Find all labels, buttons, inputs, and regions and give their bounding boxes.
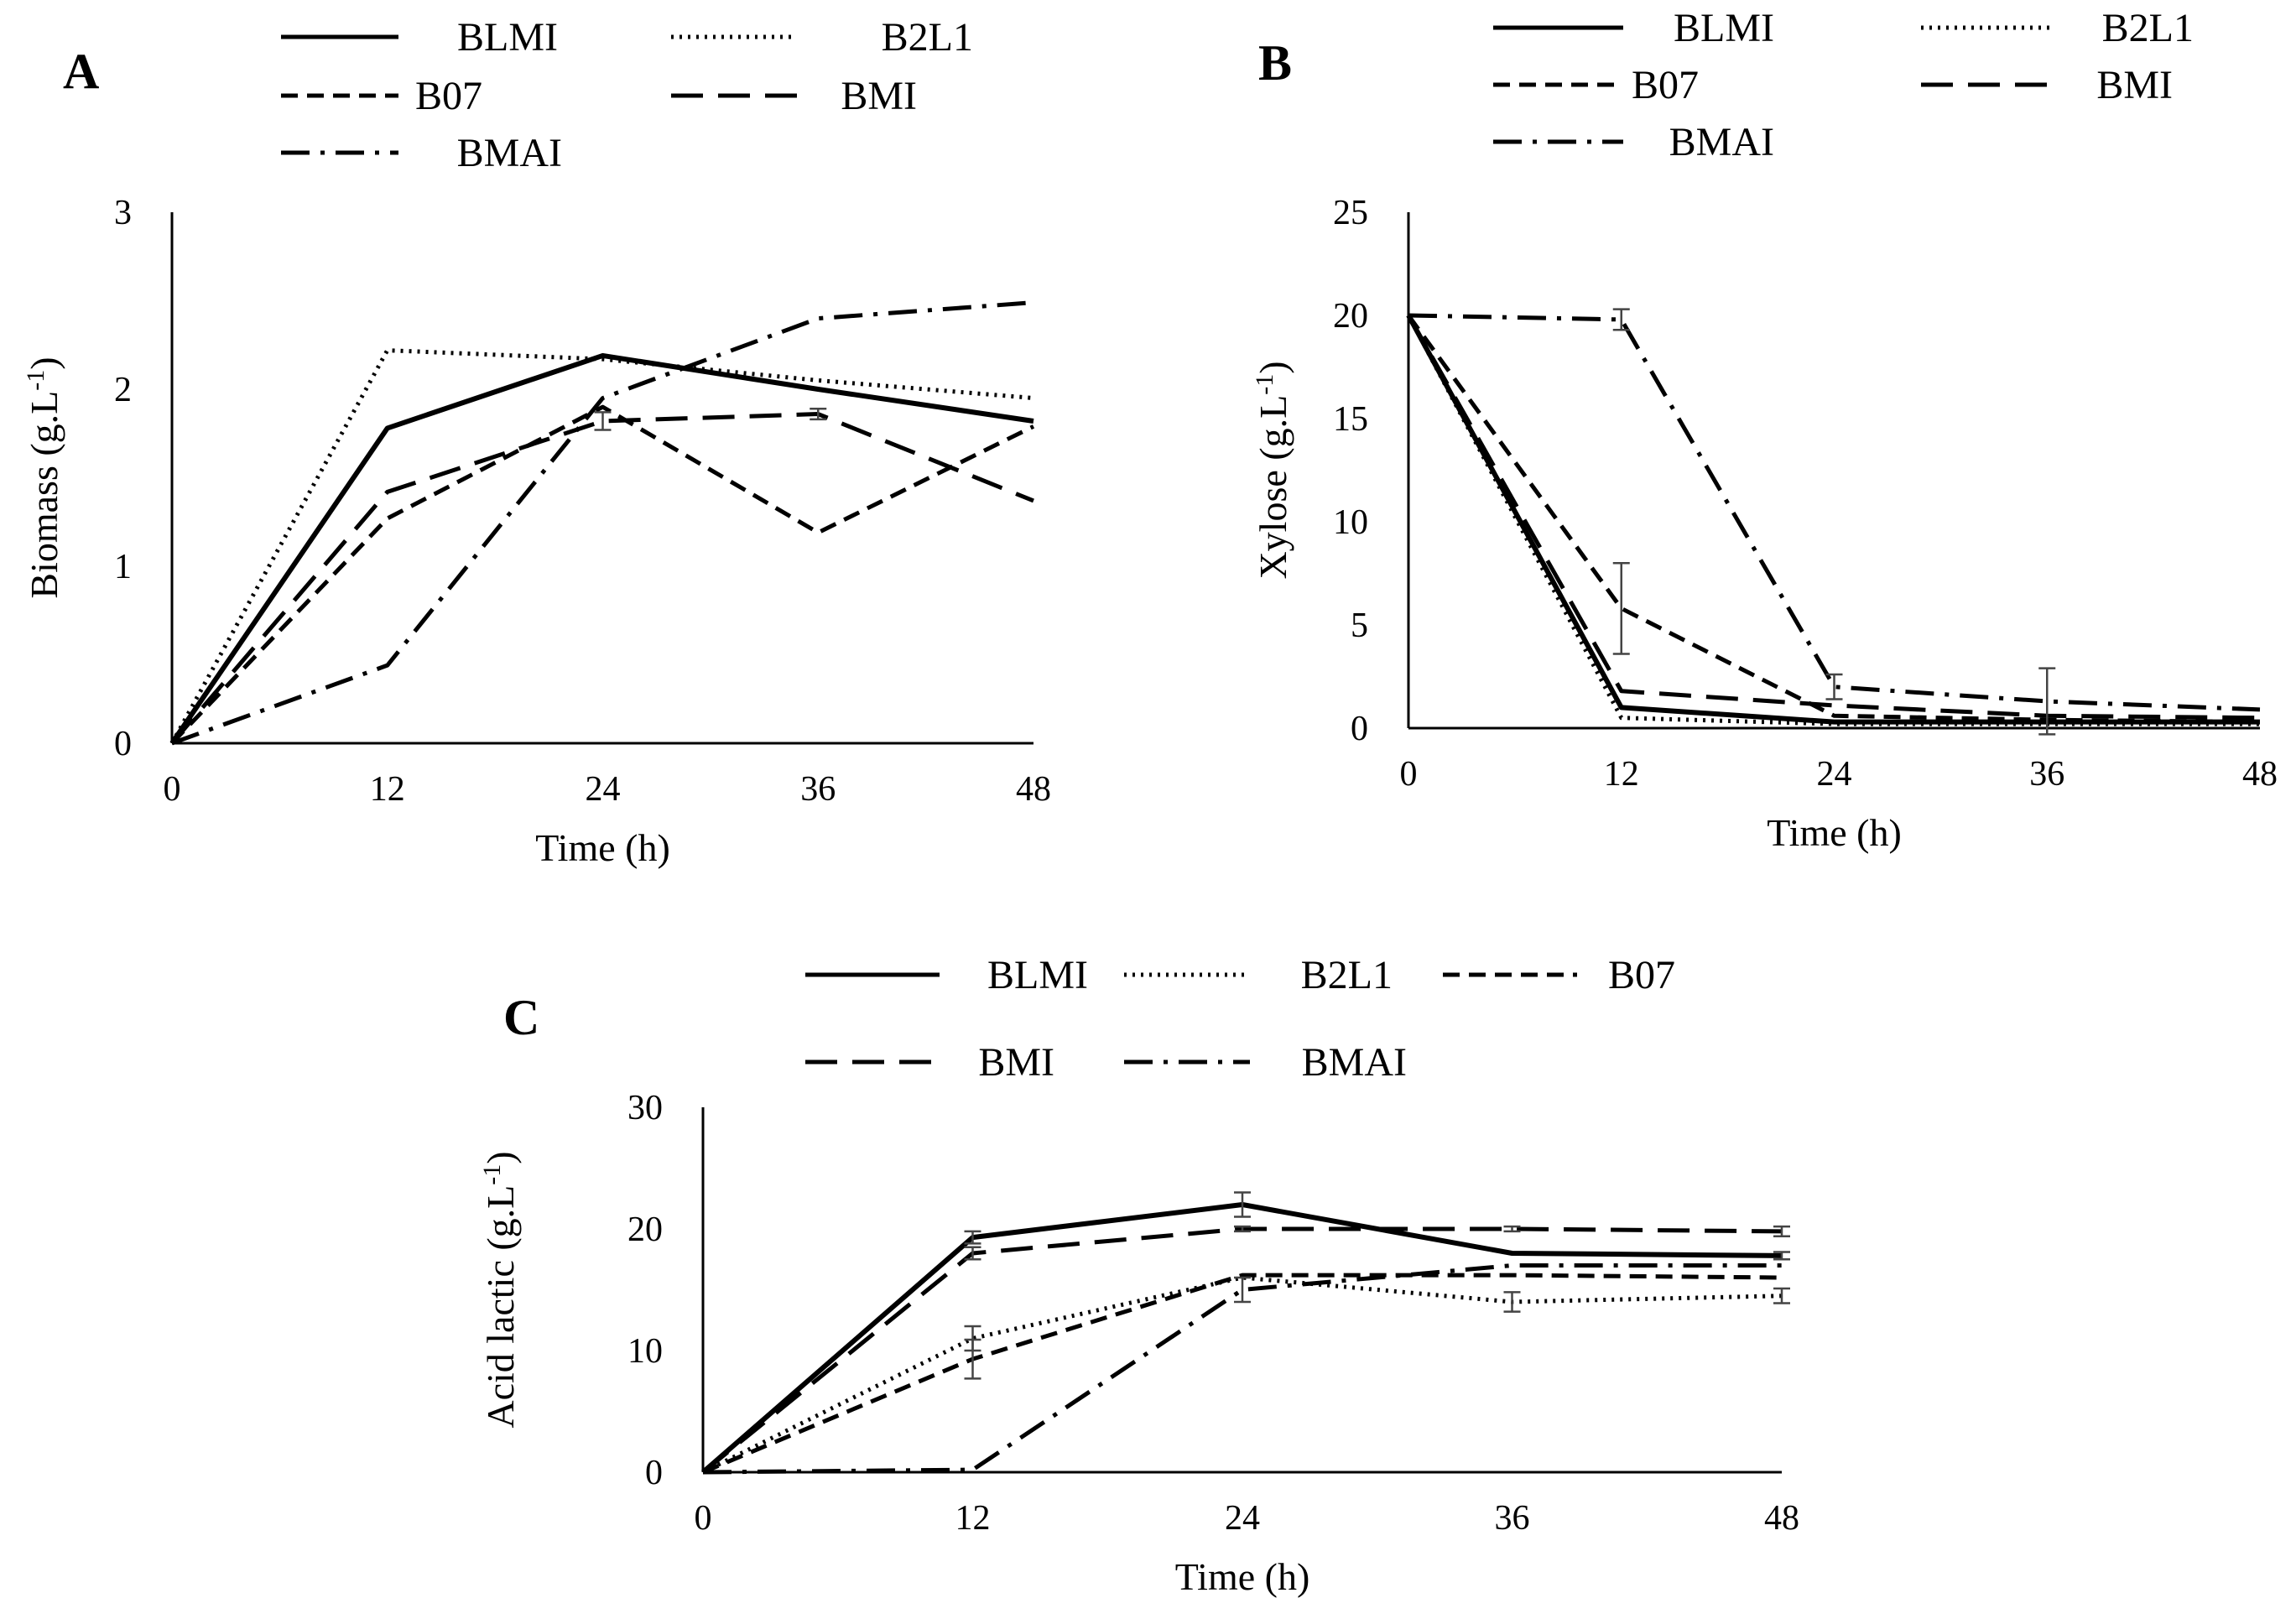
y-axis-title-main: Biomass (g.L xyxy=(23,391,65,599)
y-tick-label: 5 xyxy=(1351,606,1368,645)
y-tick-label: 1 xyxy=(114,548,132,586)
x-tick-label: 12 xyxy=(370,770,405,809)
legend-label: BMAI xyxy=(1669,120,1774,164)
panel-letter: B xyxy=(1258,35,1292,91)
legend-label: B2L1 xyxy=(882,15,973,60)
y-tick-label: 2 xyxy=(114,371,132,409)
legend-label: B2L1 xyxy=(1301,953,1393,997)
y-tick-label: 10 xyxy=(1333,503,1368,542)
x-tick-label: 0 xyxy=(695,1499,712,1538)
y-tick-label: 25 xyxy=(1333,194,1368,232)
series-line-blmi xyxy=(1406,314,2260,725)
series-line-bmi xyxy=(701,1226,1783,1474)
legend-label: BMI xyxy=(978,1040,1054,1085)
x-tick-label: 48 xyxy=(1764,1499,1799,1538)
y-tick-label: 3 xyxy=(114,194,132,232)
x-tick-label: 48 xyxy=(2242,755,2278,794)
y-tick-label: 0 xyxy=(1351,710,1368,748)
legend-label: BLMI xyxy=(457,15,558,60)
y-tick-label: 20 xyxy=(627,1210,663,1249)
y-tick-label: 20 xyxy=(1333,297,1368,336)
y-axis-title-superscript: -1 xyxy=(1251,374,1278,395)
y-axis-title-close: ) xyxy=(479,1151,522,1163)
legend-label: BLMI xyxy=(1674,6,1774,50)
y-tick-label: 10 xyxy=(627,1332,663,1371)
series-line-bmai xyxy=(171,300,1034,746)
legend-label: BMI xyxy=(841,74,917,118)
legend-label: B2L1 xyxy=(2102,6,2194,50)
x-tick-label: 36 xyxy=(1495,1499,1530,1538)
series-line-b07 xyxy=(1406,314,2261,725)
y-axis-title-main: Acid lactic (g.L xyxy=(479,1185,522,1429)
x-tick-label: 24 xyxy=(1817,755,1852,794)
y-tick-label: 15 xyxy=(1333,400,1368,439)
panel-letter: C xyxy=(503,990,539,1045)
series-line-bmi xyxy=(1406,314,2261,721)
chart-panel-b: B BLMI B2L1 B07 BMI BMAI 0 5 10 15 20 25 0 12 24 36 48 Ti… xyxy=(1251,6,2278,854)
series-line-bmi xyxy=(170,412,1034,745)
series-line-bmai xyxy=(702,1263,1782,1475)
x-tick-label: 12 xyxy=(955,1499,991,1538)
x-axis-title: Time (h) xyxy=(535,826,670,869)
y-axis-title-close: ) xyxy=(1252,361,1294,373)
y-axis-title: Acid lactic (g.L-1) xyxy=(478,1151,523,1428)
series-line-b2l1 xyxy=(701,1275,1783,1475)
y-tick-label: 0 xyxy=(645,1454,663,1492)
legend-label: BLMI xyxy=(987,953,1088,997)
series-line-bmai xyxy=(1408,313,2261,712)
chart-panel-c: C BLMI B2L1 B07 BMI BMAI 0 10 20 30 0 12 24 36 48 Time … xyxy=(478,953,1800,1598)
x-tick-label: 24 xyxy=(1225,1499,1260,1538)
legend-label: B07 xyxy=(1632,63,1699,107)
x-tick-label: 0 xyxy=(164,770,181,809)
series-line-b07 xyxy=(702,1273,1783,1475)
x-tick-label: 0 xyxy=(1400,755,1418,794)
legend-label: B07 xyxy=(1608,953,1675,997)
x-tick-label: 12 xyxy=(1604,755,1639,794)
x-tick-label: 36 xyxy=(800,770,836,809)
y-axis-title-main: Xylose (g.L xyxy=(1252,395,1294,580)
series-line-b2l1 xyxy=(1406,314,2260,726)
y-tick-label: 30 xyxy=(627,1089,663,1127)
panel-letter: A xyxy=(63,44,99,99)
legend-label: BMAI xyxy=(1302,1040,1407,1085)
series-line-blmi xyxy=(169,352,1034,745)
series-line-b2l1 xyxy=(169,348,1034,745)
legend-label: B07 xyxy=(415,74,482,118)
legend-label: BMI xyxy=(2096,63,2173,107)
x-axis-title: Time (h) xyxy=(1767,811,1902,854)
y-axis-title-superscript: -1 xyxy=(22,370,49,391)
series-line-b07 xyxy=(170,404,1035,745)
y-axis-title: Biomass (g.L-1) xyxy=(22,357,66,598)
x-tick-label: 36 xyxy=(2029,755,2064,794)
y-tick-label: 0 xyxy=(114,725,132,763)
x-tick-label: 48 xyxy=(1016,770,1051,809)
y-axis-title: Xylose (g.L-1) xyxy=(1251,361,1295,579)
x-tick-label: 24 xyxy=(586,770,621,809)
y-axis-title-close: ) xyxy=(23,357,65,369)
x-axis-title: Time (h) xyxy=(1175,1555,1310,1598)
legend-label: BMAI xyxy=(457,131,562,175)
y-axis-title-superscript: -1 xyxy=(478,1164,506,1185)
